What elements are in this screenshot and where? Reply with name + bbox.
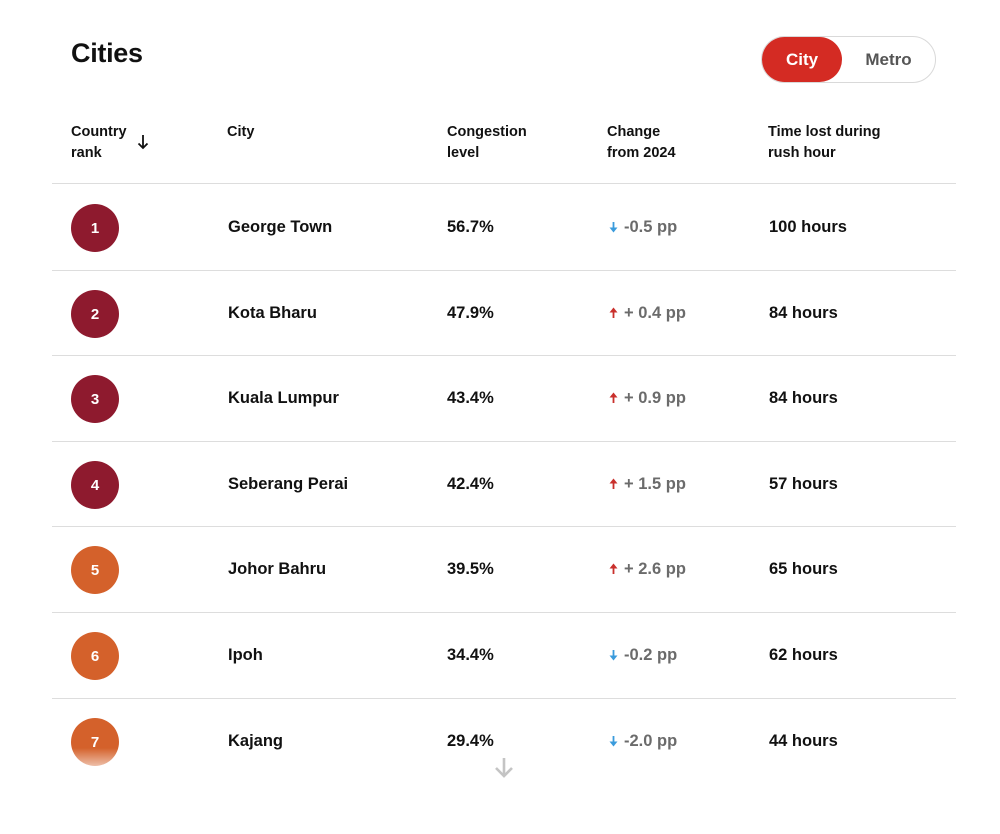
- time-lost: 44 hours: [769, 731, 838, 750]
- change-text: + 0.4 pp: [624, 303, 686, 322]
- time-lost: 62 hours: [769, 645, 838, 664]
- arrow-down-icon: [609, 222, 618, 233]
- change-text: + 1.5 pp: [624, 474, 686, 493]
- row-divider: [52, 355, 956, 356]
- change-value: -2.0 pp: [609, 698, 677, 784]
- city-name: George Town: [228, 217, 333, 236]
- header-time-line1: Time lost during: [768, 124, 881, 140]
- change-value: -0.5 pp: [609, 184, 677, 270]
- change-text: -0.5 pp: [624, 217, 678, 236]
- header-congestion-line2: level: [447, 145, 480, 161]
- rank-badge: 4: [71, 461, 119, 509]
- city-name: Ipoh: [228, 645, 263, 664]
- table-row[interactable]: 1 George Town 56.7% -0.5 pp 100 hours: [52, 184, 956, 270]
- change-value: -0.2 pp: [609, 612, 677, 698]
- toggle-city-button[interactable]: City: [762, 37, 842, 82]
- arrow-down-icon[interactable]: [137, 134, 149, 150]
- change-text: + 0.9 pp: [624, 388, 686, 407]
- change-value: + 0.4 pp: [609, 270, 686, 356]
- congestion-level: 42.4%: [447, 474, 494, 493]
- time-lost: 65 hours: [769, 559, 838, 578]
- header-city: City: [227, 124, 255, 140]
- row-divider: [52, 526, 956, 527]
- header-change: Change from 2024: [607, 122, 676, 164]
- time-lost: 100 hours: [769, 217, 847, 236]
- header-time-lost: Time lost during rush hour: [768, 122, 881, 164]
- rank-badge: 2: [71, 290, 119, 338]
- arrow-down-icon: [609, 650, 618, 661]
- view-toggle: City Metro: [761, 36, 936, 83]
- header-congestion: Congestion level: [447, 122, 527, 164]
- arrow-down-icon: [609, 736, 618, 747]
- congestion-level: 39.5%: [447, 559, 494, 578]
- time-lost: 84 hours: [769, 303, 838, 322]
- header-time-line2: rush hour: [768, 145, 836, 161]
- header-congestion-line1: Congestion: [447, 124, 527, 140]
- rank-badge: 6: [71, 632, 119, 680]
- table-row[interactable]: 4 Seberang Perai 42.4% + 1.5 pp 57 hours: [52, 441, 956, 527]
- city-name: Kuala Lumpur: [228, 388, 339, 407]
- change-value: + 2.6 pp: [609, 526, 686, 612]
- rank-badge: 1: [71, 204, 119, 252]
- header-change-line2: from 2024: [607, 145, 676, 161]
- city-name: Kajang: [228, 731, 284, 750]
- arrow-up-icon: [609, 563, 618, 574]
- arrow-up-icon: [609, 478, 618, 489]
- table-row[interactable]: 3 Kuala Lumpur 43.4% + 0.9 pp 84 hours: [52, 355, 956, 441]
- row-divider: [52, 270, 956, 271]
- table-row[interactable]: 2 Kota Bharu 47.9% + 0.4 pp 84 hours: [52, 270, 956, 356]
- header-country-rank[interactable]: Country rank: [71, 122, 127, 164]
- change-value: + 0.9 pp: [609, 355, 686, 441]
- rank-badge: 3: [71, 375, 119, 423]
- rank-badge: 5: [71, 546, 119, 594]
- toggle-metro-button[interactable]: Metro: [865, 49, 912, 69]
- change-text: -0.2 pp: [624, 645, 678, 664]
- congestion-level: 47.9%: [447, 303, 494, 322]
- time-lost: 57 hours: [769, 474, 838, 493]
- change-value: + 1.5 pp: [609, 441, 686, 527]
- change-text: -2.0 pp: [624, 731, 678, 750]
- header-rank-line1: Country: [71, 124, 127, 140]
- chevron-down-icon[interactable]: [493, 756, 515, 780]
- row-divider: [52, 698, 956, 699]
- city-name: Seberang Perai: [228, 474, 349, 493]
- header-change-line1: Change: [607, 124, 661, 140]
- arrow-up-icon: [609, 392, 618, 403]
- change-text: + 2.6 pp: [624, 559, 686, 578]
- congestion-level: 43.4%: [447, 388, 494, 407]
- header-rank-line2: rank: [71, 145, 102, 161]
- table-row[interactable]: 6 Ipoh 34.4% -0.2 pp 62 hours: [52, 612, 956, 698]
- congestion-level: 34.4%: [447, 645, 494, 664]
- congestion-level: 56.7%: [447, 217, 494, 236]
- congestion-level: 29.4%: [447, 731, 494, 750]
- rank-badge: 7: [71, 718, 119, 766]
- page-title: Cities: [71, 38, 143, 68]
- table-row[interactable]: 5 Johor Bahru 39.5% + 2.6 pp 65 hours: [52, 526, 956, 612]
- arrow-up-icon: [609, 307, 618, 318]
- city-name: Johor Bahru: [228, 559, 327, 578]
- row-divider: [52, 441, 956, 442]
- city-name: Kota Bharu: [228, 303, 317, 322]
- row-divider: [52, 612, 956, 613]
- time-lost: 84 hours: [769, 388, 838, 407]
- header-divider: [52, 183, 956, 184]
